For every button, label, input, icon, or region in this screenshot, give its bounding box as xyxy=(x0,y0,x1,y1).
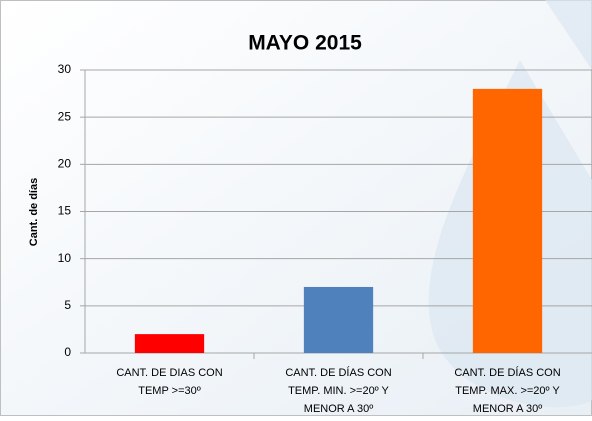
y-tick-label: 20 xyxy=(58,157,72,171)
y-tick-label: 10 xyxy=(58,251,72,265)
x-tick-label: CANT. DE DÍAS CON TEMP. MIN. >=20º Y MENOR… xyxy=(285,366,391,415)
y-tick-label: 0 xyxy=(64,345,71,359)
y-tick-label: 25 xyxy=(58,109,72,123)
x-tick-label: CANT. DE DÍAS CON TEMP. MAX. >=20º Y MENOR… xyxy=(454,366,560,415)
y-tick-label: 5 xyxy=(64,298,71,312)
bar xyxy=(303,286,374,353)
y-axis-label: Cant. de días xyxy=(28,178,40,246)
chart-title: MAYO 2015 xyxy=(248,32,362,55)
bar xyxy=(472,88,543,353)
x-tick-label: CANT. DE DIAS CON TEMP >=30º xyxy=(116,367,222,397)
bar xyxy=(134,334,205,353)
y-tick-label: 30 xyxy=(58,62,72,76)
y-tick-label: 15 xyxy=(58,204,72,218)
watermark xyxy=(545,0,592,70)
